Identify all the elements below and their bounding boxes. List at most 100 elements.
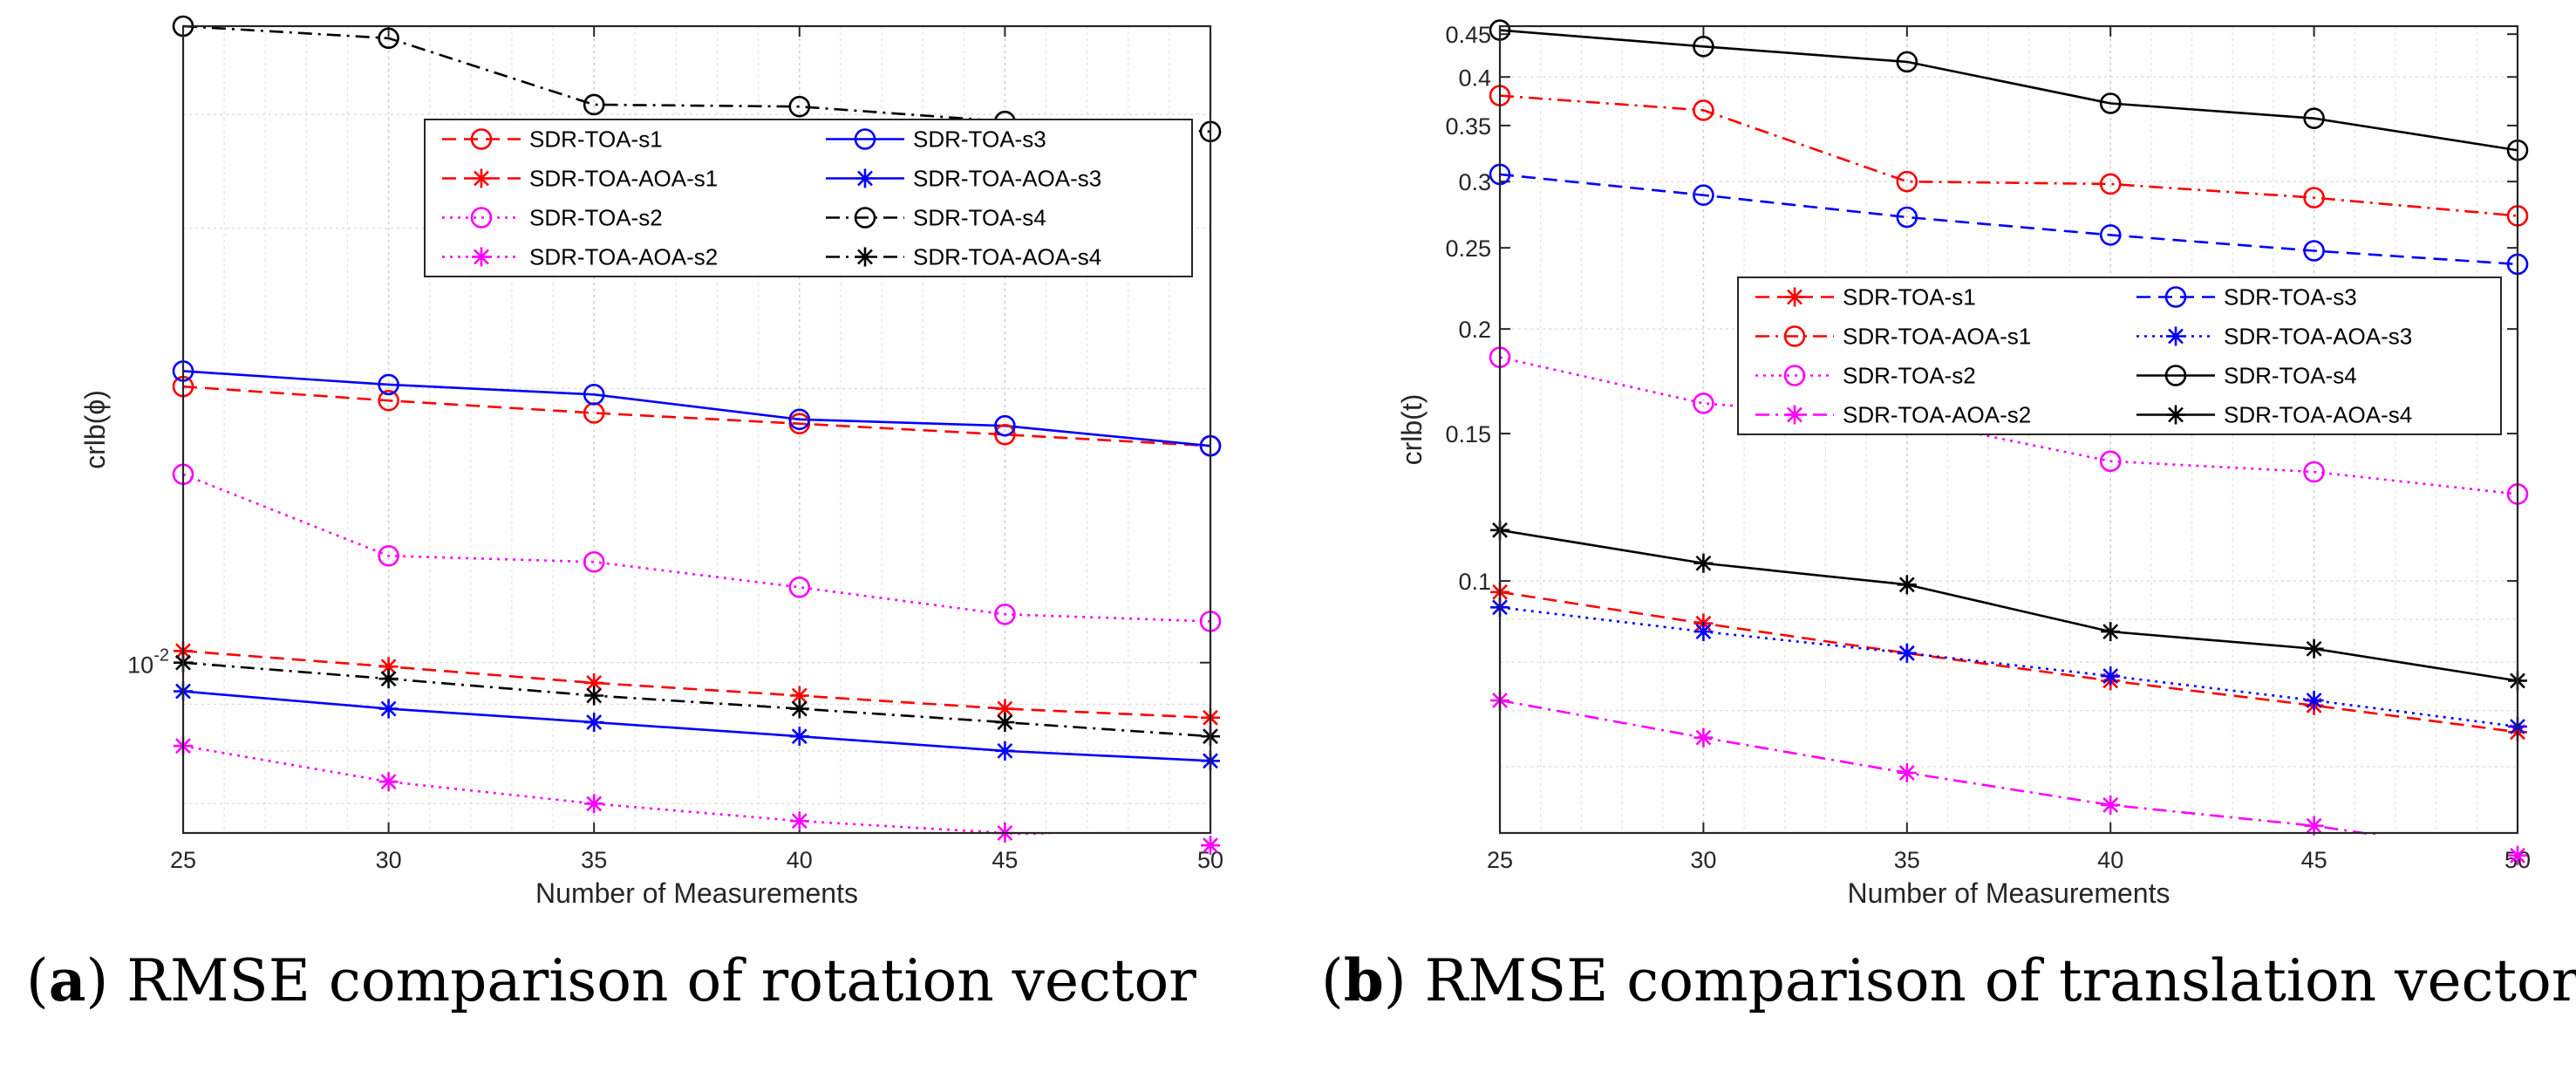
data-point-sdr-toa-aoa-s4-35 [1897,575,1917,595]
legend-box [424,119,1193,277]
legend-marker-sdr-toa-s1 [1785,287,1804,307]
data-point-sdr-toa-aoa-s2-30 [1693,727,1714,748]
legend-label-sdr-toa-aoa-s3: SDR-TOA-AOA-s3 [913,166,1101,192]
legend-marker-sdr-toa-s3 [2164,286,2187,308]
legend-marker-sdr-toa-aoa-s3 [2166,326,2185,346]
legend-marker-sdr-toa-aoa-s4 [855,247,875,267]
legend-marker-sdr-toa-s1 [470,128,493,150]
series-line-sdr-toa-s4 [1499,29,2518,152]
chart-b: 25 30 35 40 45 500.10.150.20.250.30.350.40.45… [1396,19,2531,909]
y-tick-label: 10-2 [127,646,169,679]
legend-marker-sdr-toa-aoa-s1 [1783,325,1806,347]
series-line-sdr-toa-s1 [1499,591,2518,734]
data-point-sdr-toa-s2-30 [378,544,399,567]
legend-label-sdr-toa-s1: SDR-TOA-s1 [1843,284,1976,311]
legend-marker-sdr-toa-s2 [1783,365,1806,386]
data-point-sdr-toa-s1-45 [994,423,1016,446]
legend-label-sdr-toa-aoa-s4: SDR-TOA-AOA-s4 [2224,402,2412,428]
series-layer [1499,29,2518,835]
data-point-sdr-toa-aoa-s1-45 [995,699,1015,719]
legend-label-sdr-toa-s2: SDR-TOA-s2 [1843,363,1976,389]
legend-marker-sdr-toa-s4 [854,207,876,229]
y-tick-label: 0.35 [1445,113,1491,140]
data-point-sdr-toa-aoa-s3-30 [1693,622,1714,642]
x-tick-label: 45 [2301,847,2327,873]
y-tick-label: 0.2 [1458,317,1491,343]
x-tick-label: 25 [1487,847,1513,873]
series-line-sdr-toa-aoa-s2 [182,744,1053,835]
series-line-sdr-toa-aoa-s1 [182,649,1211,720]
x-tick-label: 40 [787,847,813,873]
data-point-sdr-toa-s1-30 [378,389,399,412]
legend-label-sdr-toa-aoa-s3: SDR-TOA-AOA-s3 [2224,324,2412,350]
series-line-sdr-toa-s1 [182,385,1211,447]
legend-label-sdr-toa-aoa-s1: SDR-TOA-AOA-s1 [1843,324,2031,350]
legend-label-sdr-toa-aoa-s1: SDR-TOA-AOA-s1 [529,166,718,192]
series-line-sdr-toa-s3 [1499,173,2518,266]
data-point-sdr-toa-s3-45 [2303,240,2325,262]
data-point-sdr-toa-aoa-s3-45 [995,741,1015,761]
caption-a: (a) RMSE comparison of rotation vector [26,946,1196,1014]
data-point-sdr-toa-aoa-s4-30 [1693,553,1714,573]
legend: SDR-TOA-s1 SDR-TOA-AOA-s1 SDR-TOA-s2 SDR-TO… [424,119,1193,277]
data-point-sdr-toa-aoa-s4-35 [584,686,604,706]
legend-marker-sdr-toa-aoa-s1 [472,168,491,188]
data-point-sdr-toa-s2-35 [583,550,605,573]
data-point-sdr-toa-s4-30 [378,27,399,50]
data-point-sdr-toa-aoa-s4-40 [2101,622,2121,642]
data-point-sdr-toa-aoa-s2-50 [1201,836,1220,856]
data-point-sdr-toa-aoa-s2-40 [789,811,809,831]
data-point-sdr-toa-aoa-s3-40 [789,727,809,747]
caption-b-text: RMSE comparison of translation vector [1424,947,2576,1014]
y-tick-exponent: -2 [153,646,169,666]
x-tick-label: 30 [376,847,402,873]
data-point-sdr-toa-aoa-s1-45 [2303,187,2325,208]
x-tick-label: 25 [170,847,196,873]
data-point-sdr-toa-s4-40 [788,95,811,118]
legend-marker-sdr-toa-s4 [2164,365,2187,386]
y-tick-label: 0.45 [1445,22,1491,48]
y-axis-label: crlb(t) [1396,394,1428,466]
axes-box [181,24,1212,835]
data-point-sdr-toa-aoa-s1-40 [2099,173,2122,195]
y-tick-label: 0.15 [1445,421,1491,447]
data-point-sdr-toa-aoa-s2-45 [2304,816,2324,836]
data-point-sdr-toa-aoa-s3-35 [584,713,604,733]
legend-label-sdr-toa-s3: SDR-TOA-s3 [2224,284,2357,311]
series-line-sdr-toa-s2 [1499,356,2518,495]
data-point-sdr-toa-aoa-s4-30 [378,669,399,689]
data-point-sdr-toa-aoa-s2-40 [2101,795,2121,815]
caption-b: (b) RMSE comparison of translation vecto… [1321,946,2576,1014]
x-tick-label: 35 [1894,847,1920,873]
axes-box [1498,24,2519,835]
legend-label-sdr-toa-s2: SDR-TOA-s2 [529,205,663,231]
x-tick-label: 40 [2097,847,2123,873]
legend-label-sdr-toa-aoa-s2: SDR-TOA-AOA-s2 [529,244,718,270]
legend-label-sdr-toa-s3: SDR-TOA-s3 [913,126,1046,153]
legend-marker-sdr-toa-s3 [854,128,876,150]
data-point-sdr-toa-aoa-s3-40 [2101,666,2121,686]
series-line-sdr-toa-aoa-s3 [182,690,1211,762]
legend-marker-sdr-toa-aoa-s3 [855,168,875,188]
data-point-sdr-toa-aoa-s1-30 [1693,99,1714,121]
data-point-sdr-toa-s3-45 [994,414,1016,437]
legend-marker-sdr-toa-aoa-s2 [1785,405,1804,425]
data-point-sdr-toa-s3-35 [583,383,605,406]
legend-label-sdr-toa-s4: SDR-TOA-s4 [2224,363,2357,389]
data-point-sdr-toa-s3-30 [1693,184,1714,207]
y-tick-label: 0.3 [1458,169,1491,195]
y-tick-label: 0.4 [1458,65,1491,91]
y-tick-label: 0.25 [1445,236,1491,262]
data-point-sdr-toa-aoa-s2-35 [584,794,604,814]
y-tick-base: 10 [127,652,153,679]
legend: SDR-TOA-s1 SDR-TOA-AOA-s1 SDR-TOA-s2 SDR-TO… [1737,276,2502,435]
x-tick-label: 30 [1690,847,1716,873]
legend-marker-sdr-toa-s2 [470,207,493,229]
caption-b-letter: b [1343,946,1384,1014]
data-point-sdr-toa-s2-45 [994,603,1016,625]
x-tick-label: 35 [581,847,607,873]
series-line-sdr-toa-s3 [182,370,1211,447]
data-point-sdr-toa-s2-40 [788,576,811,598]
data-point-sdr-toa-aoa-s2-35 [1897,763,1917,783]
